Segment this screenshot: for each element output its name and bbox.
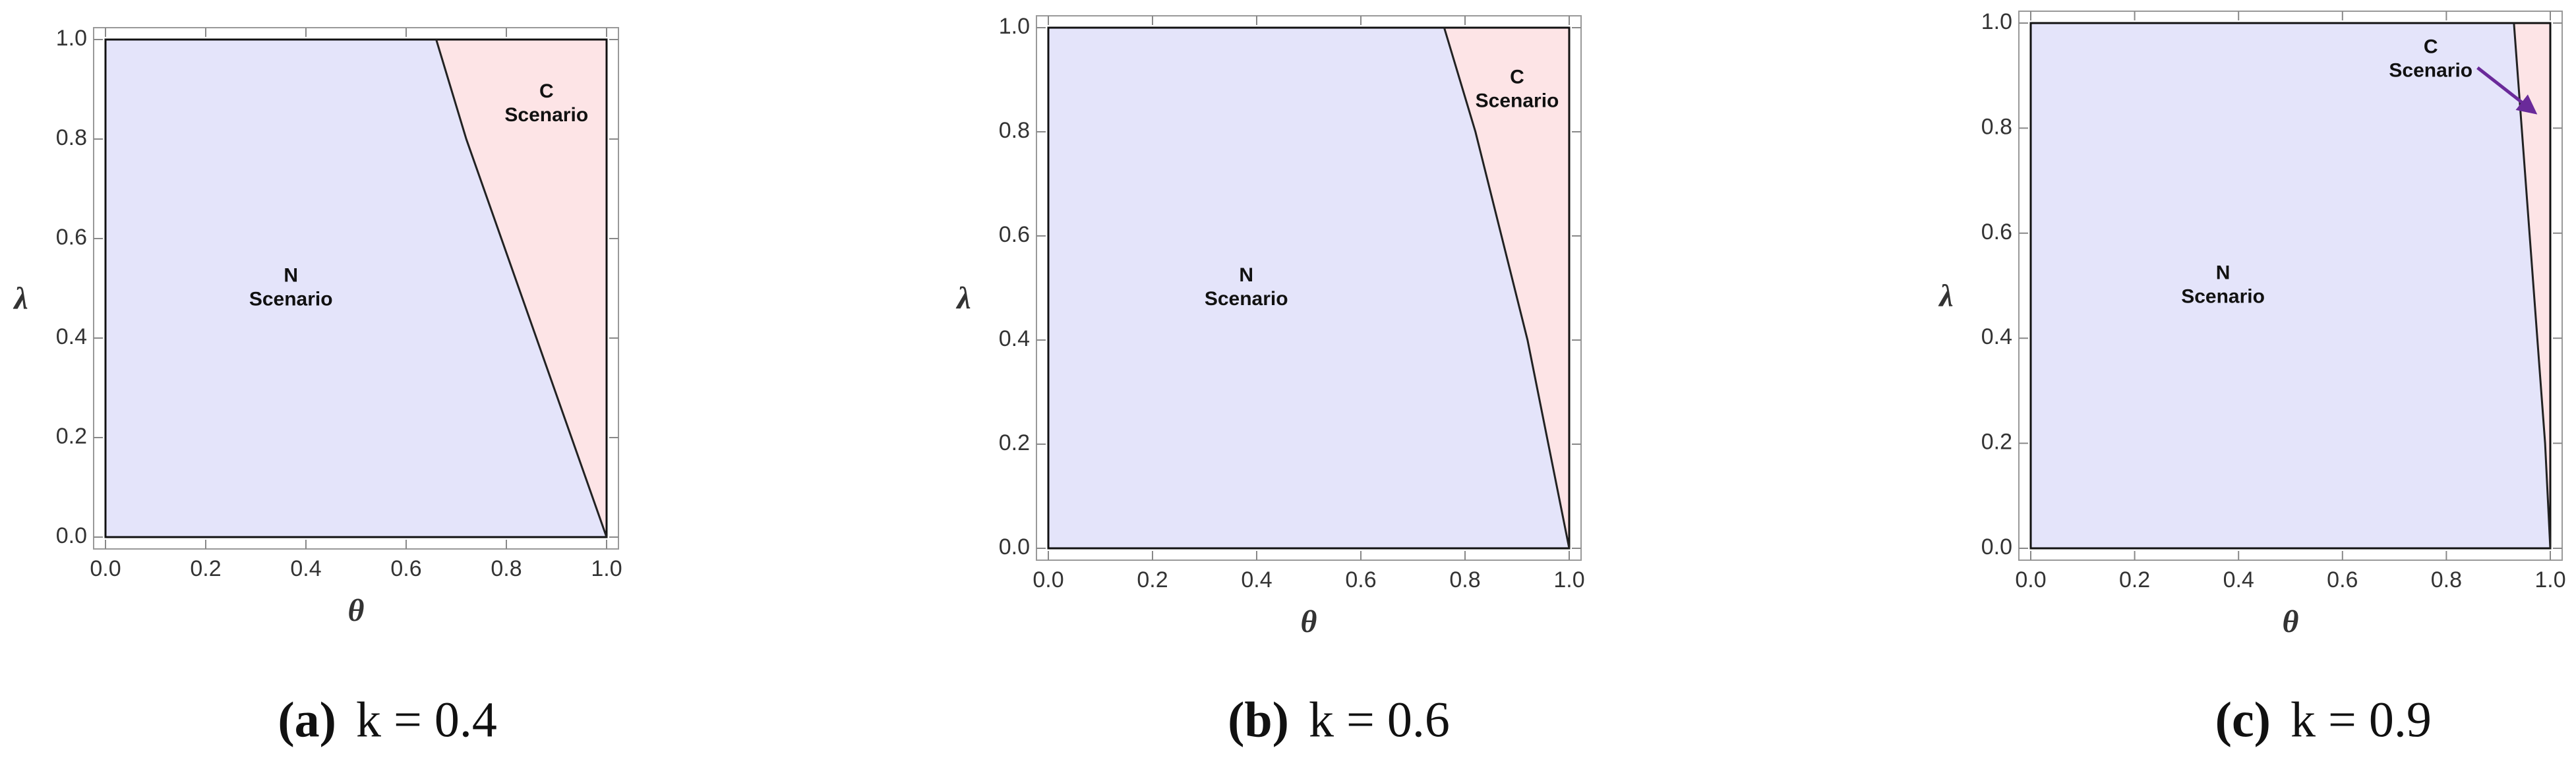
region-label: C [539,80,554,102]
y-tick-label: 0.4 [999,326,1030,351]
x-tick-label: 0.6 [390,556,421,581]
caption: k = 0.4 [356,692,497,747]
region-label: Scenario [1476,90,1559,112]
x-tick-label: 0.6 [1345,567,1376,592]
y-tick-label: 0.2 [999,430,1030,455]
panel: 0.0 0.2 0.4 0.6 0.8 1.00.00.20.40.60.81.0θλNS… [1938,9,2565,747]
y-tick-label: 1.0 [56,26,87,51]
plot-border [104,38,608,538]
n-region [2031,23,2550,548]
x-tick-label: 0.0 [2015,567,2046,592]
region-label: N [2216,262,2231,283]
x-tick-label: 0.4 [1241,567,1272,592]
x-tick-label: 0.0 [1033,567,1063,592]
x-tick-label: 0.4 [290,556,321,581]
caption: k = 0.6 [1309,692,1450,747]
frame [2018,11,2563,561]
x-tick-label: 0.4 [2223,567,2254,592]
caption-label: (b) [1228,692,1289,747]
x-tick-label: 0.2 [190,556,221,581]
c-region [1444,28,1569,548]
region-label: N [1239,264,1253,286]
x-tick-label: 0.8 [491,556,522,581]
x-tick-label: 0.6 [2327,567,2358,592]
frame [1036,15,1582,561]
x-tick-label: 1.0 [1553,567,1584,592]
caption-label: (c) [2215,692,2271,747]
x-tick-label: 0.0 [90,556,121,581]
y-tick-label: 0.4 [1981,324,2012,349]
n-region [105,40,607,537]
boundary-curve [1443,27,1571,549]
region-label: Scenario [1205,288,1288,310]
caption: k = 0.9 [2291,692,2432,747]
x-tick-label: 0.8 [2431,567,2462,592]
y-tick-label: 0.2 [56,424,87,449]
y-axis-label: λ [1938,279,1953,314]
y-tick-label: 1.0 [1981,9,2012,34]
plot-border [2029,22,2552,550]
y-tick-label: 0.0 [1981,534,2012,560]
panel: 0.0 0.2 0.4 0.6 0.8 1.00.00.20.40.60.81.0θλNS… [13,26,622,747]
y-tick-label: 0.2 [1981,430,2012,455]
y-tick-label: 0.6 [999,222,1030,247]
region-label: Scenario [2181,285,2265,307]
region-label: Scenario [2389,60,2472,82]
region-label: C [2424,36,2438,58]
x-tick-label: 1.0 [591,556,622,581]
y-tick-label: 0.0 [56,523,87,548]
y-axis-label: λ [955,281,971,316]
x-tick-label: 0.2 [1137,567,1168,592]
panel: 0.0 0.2 0.4 0.6 0.8 1.00.00.20.40.60.81.0θλNS… [955,14,1584,747]
y-tick-label: 0.0 [999,534,1030,560]
caption-label: (a) [278,692,336,747]
c-region [436,40,607,537]
x-axis-label: θ [348,593,365,628]
x-tick-label: 1.0 [2534,567,2565,592]
frame [93,27,619,550]
y-axis-label: λ [13,281,28,316]
c-region [2513,23,2550,548]
x-axis-label: θ [2283,604,2299,639]
y-tick-label: 0.8 [56,125,87,150]
x-tick-label: 0.2 [2119,567,2150,592]
region-label: Scenario [504,104,588,126]
region-label: C [1510,67,1524,88]
region-label: N [284,264,298,286]
plot-border [1047,26,1571,550]
y-tick-label: 0.6 [1981,219,2012,244]
n-region [1048,28,1569,548]
boundary-curve [435,39,608,538]
y-tick-label: 0.4 [56,324,87,349]
y-tick-label: 0.6 [56,225,87,250]
y-tick-label: 1.0 [999,14,1030,39]
x-axis-label: θ [1301,604,1317,639]
region-label: Scenario [249,288,333,310]
annotation-arrow [2476,66,2538,115]
y-tick-label: 0.8 [1981,114,2012,139]
y-tick-label: 0.8 [999,118,1030,143]
x-tick-label: 0.8 [1449,567,1480,592]
